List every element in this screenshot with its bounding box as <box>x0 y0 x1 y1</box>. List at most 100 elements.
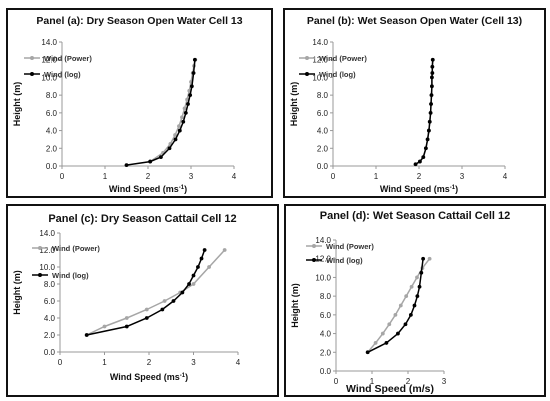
data-point-power <box>124 316 129 320</box>
legend-marker <box>38 273 42 277</box>
data-point-power <box>404 294 409 299</box>
data-point-log <box>384 341 389 345</box>
legend-label: Wind (Power) <box>52 244 100 253</box>
legend-marker <box>312 258 316 262</box>
series-line-power <box>86 249 226 336</box>
y-tick-label: 6.0 <box>317 109 329 118</box>
data-point-log <box>430 64 435 69</box>
chart-title: Panel (a): Dry Season Open Water Cell 13 <box>36 15 242 27</box>
legend-marker <box>312 244 316 248</box>
data-point-log <box>430 84 434 89</box>
legend-label: Wind (Power) <box>319 54 367 63</box>
data-point-power <box>182 106 187 111</box>
x-tick-label: 2 <box>417 172 422 181</box>
y-tick-label: 2.0 <box>320 348 332 357</box>
x-tick-label: 3 <box>442 377 447 386</box>
y-tick-label: 6.0 <box>320 311 332 320</box>
legend-label: Wind (log) <box>319 70 356 79</box>
data-point-log <box>415 294 420 299</box>
y-tick-label: 0.0 <box>317 162 329 171</box>
y-tick-label: 8.0 <box>46 91 58 100</box>
data-point-log <box>159 155 163 160</box>
x-tick-label: 2 <box>406 377 411 386</box>
x-tick-label: 4 <box>232 172 237 181</box>
x-tick-label: 1 <box>374 172 379 181</box>
y-tick-label: 10.0 <box>39 263 55 272</box>
data-point-power <box>177 124 181 129</box>
y-tick-label: 8.0 <box>317 91 329 100</box>
legend-label: Wind (log) <box>44 70 81 79</box>
x-tick-label: 0 <box>60 172 65 181</box>
y-tick-label: 4.0 <box>317 127 329 136</box>
data-point-log <box>124 163 129 168</box>
data-point-log <box>430 71 435 75</box>
data-point-log <box>365 350 370 355</box>
panel-b: Panel (b): Wet Season Open Water (Cell 1… <box>283 8 546 198</box>
legend-marker <box>30 56 34 60</box>
data-point-log <box>403 322 408 327</box>
data-point-log <box>430 75 434 80</box>
y-tick-label: 4.0 <box>44 314 56 323</box>
data-point-power <box>415 275 419 280</box>
data-point-power <box>427 256 432 261</box>
legend-marker <box>38 246 42 250</box>
y-axis-label: Height (m) <box>289 82 299 127</box>
panel-a-chart: Panel (a): Dry Season Open Water Cell 13… <box>12 15 243 194</box>
data-point-log <box>183 110 188 115</box>
data-point-log <box>144 316 149 320</box>
data-point-log <box>181 119 186 124</box>
data-point-power <box>380 331 385 336</box>
data-point-log <box>191 273 196 278</box>
y-tick-label: 0.0 <box>320 367 332 376</box>
data-point-log <box>412 303 417 308</box>
data-point-log <box>429 102 433 106</box>
series-line-power <box>149 59 197 163</box>
data-point-log <box>421 155 426 160</box>
x-tick-label: 3 <box>460 172 465 181</box>
x-tick-label: 1 <box>102 358 107 367</box>
legend-label: Wind (Power) <box>44 54 92 63</box>
x-tick-label: 2 <box>146 172 151 181</box>
x-axis-label: Wind Speed (ms-1) <box>380 184 458 194</box>
y-tick-label: 0.0 <box>46 162 58 171</box>
chart-title: Panel (b): Wet Season Open Water (Cell 1… <box>307 15 522 27</box>
x-tick-label: 4 <box>236 358 241 367</box>
data-point-power <box>222 248 227 252</box>
legend-label: Wind (log) <box>52 271 89 280</box>
data-point-log <box>408 312 413 317</box>
data-point-power <box>373 341 378 345</box>
data-point-log <box>430 57 435 62</box>
data-point-log <box>124 324 129 329</box>
data-point-log <box>425 137 430 142</box>
data-point-log <box>177 128 182 133</box>
y-axis-label: Height (m) <box>12 82 22 127</box>
y-tick-label: 2.0 <box>46 144 58 153</box>
y-tick-label: 14.0 <box>41 38 57 47</box>
data-point-log <box>413 162 418 167</box>
data-point-power <box>387 322 392 327</box>
data-point-log <box>202 248 207 252</box>
data-point-log <box>423 146 428 151</box>
data-point-power <box>393 312 398 317</box>
data-point-log <box>180 290 185 295</box>
y-tick-label: 8.0 <box>44 280 56 289</box>
y-tick-label: 6.0 <box>46 109 58 118</box>
y-tick-label: 12.0 <box>315 255 331 264</box>
data-point-log <box>173 137 178 142</box>
data-point-log <box>419 270 424 275</box>
legend-marker <box>305 72 309 76</box>
y-tick-label: 12.0 <box>41 56 57 65</box>
data-point-log <box>426 128 431 133</box>
y-tick-label: 14.0 <box>312 38 328 47</box>
y-axis-label: Height (m) <box>290 283 300 328</box>
data-point-power <box>180 115 184 120</box>
data-point-power <box>162 299 167 303</box>
data-point-log <box>199 256 204 261</box>
chart-title: Panel (c): Dry Season Cattail Cell 12 <box>48 213 236 225</box>
series-line-log <box>86 249 206 336</box>
x-tick-label: 1 <box>370 377 375 386</box>
y-tick-label: 12.0 <box>39 246 55 255</box>
y-tick-label: 2.0 <box>44 331 56 340</box>
x-tick-label: 3 <box>191 358 196 367</box>
x-tick-label: 2 <box>147 358 152 367</box>
